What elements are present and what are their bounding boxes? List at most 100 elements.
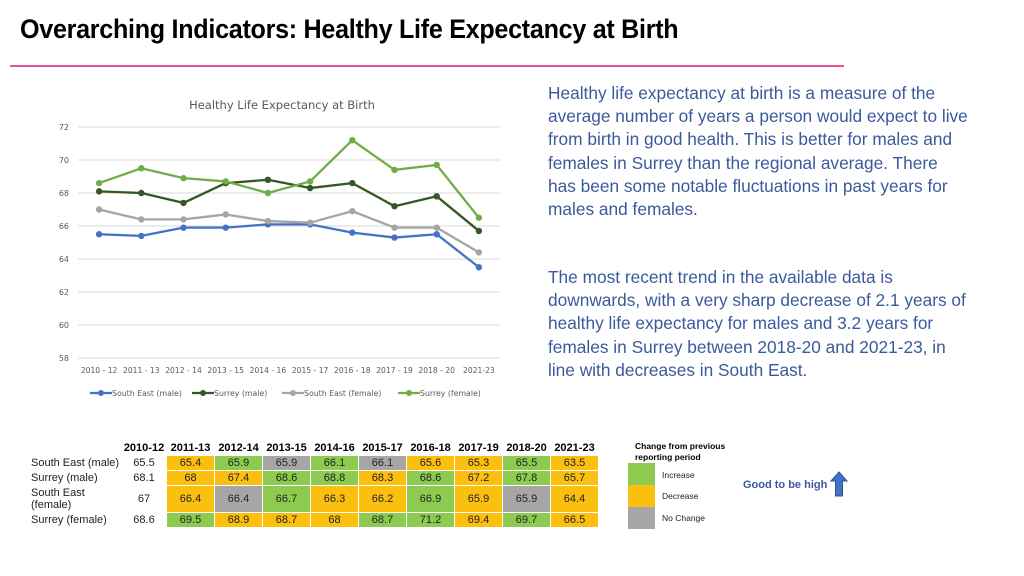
table-cell: 69.7 <box>503 513 550 527</box>
table-cell: 68.6 <box>263 471 310 485</box>
table-header-blank <box>29 441 121 455</box>
data-point <box>95 206 103 213</box>
y-tick-label: 70 <box>59 156 69 165</box>
table-cell: 68 <box>167 471 214 485</box>
table-cell: 68.1 <box>133 472 155 484</box>
column-header: 2014-16 <box>314 442 355 454</box>
series-surrey-male <box>95 176 483 235</box>
legend-marker <box>200 390 206 396</box>
x-tick-label: 2018 - 20 <box>418 366 455 375</box>
series-line <box>98 139 480 219</box>
legend-item: South East (female) <box>282 389 381 398</box>
table-row: Surrey (male) 68.1 68 67.4 68.6 68.8 68.3 68.6 6… <box>29 471 598 485</box>
data-point <box>95 188 103 195</box>
y-tick-label: 64 <box>59 255 69 264</box>
table-cell: 65.3 <box>455 456 502 470</box>
polarity-label: Good to be high <box>743 479 828 491</box>
legend-item: South East (male) <box>90 389 182 398</box>
x-tick-label: 2017 - 19 <box>376 366 413 375</box>
data-point <box>180 216 187 223</box>
table-cell: 63.5 <box>551 456 598 470</box>
series-surrey-female <box>95 137 483 221</box>
x-tick-label: 2021-23 <box>463 366 495 375</box>
column-header: 2021-23 <box>554 442 595 454</box>
table-cell: 66.7 <box>263 486 310 512</box>
table-cell: 68.8 <box>311 471 358 485</box>
x-tick-label: 2015 - 17 <box>292 366 329 375</box>
row-label: Surrey (female) <box>31 514 107 526</box>
chart-title: Healthy Life Expectancy at Birth <box>189 98 375 112</box>
data-point <box>349 207 356 215</box>
column-header: 2010-12 <box>123 442 165 454</box>
y-tick-label: 60 <box>59 321 69 330</box>
table-cell: 68.6 <box>133 514 155 526</box>
table-cell: 66.3 <box>311 486 358 512</box>
table-cell: 69.5 <box>167 513 214 527</box>
data-point <box>475 264 483 271</box>
title-divider <box>10 65 844 67</box>
column-header: 2015-17 <box>362 442 403 454</box>
table-cell: 67.4 <box>215 471 262 485</box>
series-line <box>98 208 480 254</box>
legend-item: Surrey (male) <box>192 389 267 398</box>
table-cell: 66.1 <box>311 456 358 470</box>
table-cell: 66.2 <box>359 486 406 512</box>
data-point <box>433 161 440 169</box>
table-cell: 65.7 <box>551 471 598 485</box>
table-cell: 71.2 <box>407 513 454 527</box>
data-point <box>306 178 314 185</box>
table-cell: 65.4 <box>167 456 214 470</box>
table-cell: 68.6 <box>407 471 454 485</box>
table-cell: 68.3 <box>359 471 406 485</box>
data-point <box>349 229 356 236</box>
table-row: South East (male) 65.5 65.4 65.9 65.9 66.1 66.… <box>29 456 598 470</box>
data-point <box>138 189 145 197</box>
data-point <box>475 249 483 256</box>
data-point <box>264 176 272 183</box>
data-point <box>95 179 103 187</box>
series-south-east-female <box>95 206 483 256</box>
x-tick-label: 2012 - 14 <box>165 366 202 375</box>
data-point <box>306 184 314 192</box>
table-cell: 67.2 <box>455 471 502 485</box>
x-tick-label: 2013 - 15 <box>207 366 244 375</box>
series-line <box>99 223 480 269</box>
table-cell: 65.9 <box>215 456 262 470</box>
column-header: 2011-13 <box>170 442 211 454</box>
data-point <box>138 216 145 223</box>
legend-label-decrease: Decrease <box>662 491 699 501</box>
x-tick-label: 2016 - 18 <box>334 366 371 375</box>
legend-swatch-no-change <box>628 507 655 529</box>
data-point <box>349 137 356 144</box>
legend-label: South East (male) <box>112 389 182 398</box>
data-point <box>138 165 145 172</box>
table-cell: 67.8 <box>503 471 550 485</box>
data-point <box>95 231 103 238</box>
legend-marker <box>406 390 412 396</box>
column-header: 2012-14 <box>218 442 259 454</box>
legend-swatch-increase <box>628 463 655 485</box>
table-header-row: 2010-12 2011-13 2012-14 2013-15 2014-16 2015-… <box>29 441 598 455</box>
table-cell: 66.1 <box>359 456 406 470</box>
series-line <box>99 178 480 232</box>
data-point <box>180 224 187 231</box>
line-chart: Healthy Life Expectancy at Birth 58 60 62 6… <box>59 98 500 398</box>
data-point <box>138 232 145 240</box>
data-point <box>264 189 272 197</box>
column-header: 2016-18 <box>410 442 451 454</box>
data-point <box>264 217 272 225</box>
data-point <box>475 214 483 221</box>
table-cell: 66.9 <box>407 486 454 512</box>
table-cell: 68 <box>311 513 358 527</box>
table-cell: 65.5 <box>133 457 155 469</box>
table-cell: 65.5 <box>503 456 550 470</box>
data-point <box>391 224 398 231</box>
data-point <box>433 193 440 200</box>
y-tick-label: 68 <box>59 189 69 198</box>
table-row: Surrey (female) 68.6 69.5 68.9 68.7 68 68.7 71.… <box>29 513 598 527</box>
table-cell: 65.9 <box>503 486 550 512</box>
description-paragraph-1: Healthy life expectancy at birth is a me… <box>548 83 968 220</box>
y-tick-label: 66 <box>59 222 69 231</box>
data-point <box>391 203 398 210</box>
data-point <box>222 178 229 185</box>
